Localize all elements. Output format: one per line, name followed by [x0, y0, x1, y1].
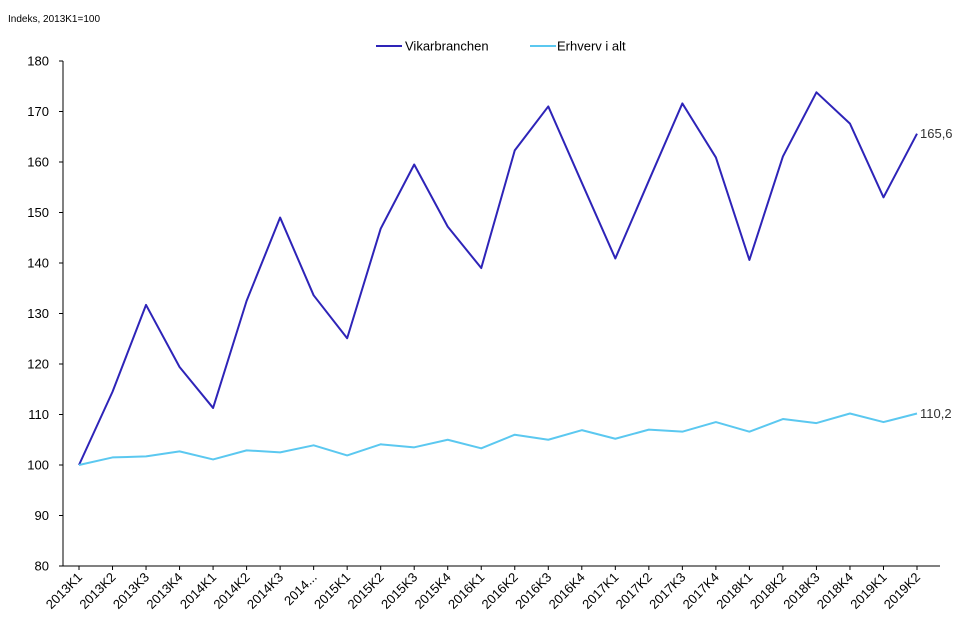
- x-tick-label: 2015K3: [378, 570, 420, 612]
- x-tick-label: 2014K3: [244, 570, 286, 612]
- end-value-label: 110,2: [920, 406, 952, 421]
- x-tick-label: 2013K4: [143, 570, 185, 612]
- x-tick-label: 2015K2: [344, 570, 386, 612]
- y-tick-label: 80: [35, 559, 49, 574]
- y-tick-label: 160: [27, 155, 49, 170]
- x-tick-label: 2013K1: [43, 570, 85, 612]
- y-tick-label: 140: [27, 256, 49, 271]
- x-tick-label: 2019K1: [847, 570, 889, 612]
- x-tick-label: 2018K1: [713, 570, 755, 612]
- x-tick-label: 2017K1: [579, 570, 621, 612]
- y-tick-label: 150: [27, 205, 49, 220]
- x-tick-label: 2016K4: [546, 570, 588, 612]
- x-tick-label: 2018K2: [747, 570, 789, 612]
- x-tick-label: 2013K2: [76, 570, 118, 612]
- y-tick-label: 120: [27, 357, 49, 372]
- x-tick-label: 2018K4: [814, 570, 856, 612]
- y-tick-label: 90: [35, 508, 49, 523]
- x-tick-label: 2013K3: [110, 570, 152, 612]
- y-axis-ticks: 80 90 100 110 120 130 140 150 160 170 180: [27, 54, 63, 574]
- x-tick-label: 2017K3: [646, 570, 688, 612]
- y-tick-label: 170: [27, 104, 49, 119]
- legend-label-erhverv-i-alt: Erhverv i alt: [557, 39, 626, 54]
- x-tick-label: 2015K4: [412, 570, 454, 612]
- x-tick-label: 2018K3: [780, 570, 822, 612]
- y-axis-title: Indeks, 2013K1=100: [8, 14, 100, 25]
- x-tick-label: 2016K1: [445, 570, 487, 612]
- x-tick-label: 2017K2: [613, 570, 655, 612]
- x-tick-label: 2016K3: [512, 570, 554, 612]
- y-tick-label: 110: [28, 407, 49, 422]
- end-labels: 165,6 110,2: [920, 126, 953, 421]
- end-value-label: 165,6: [920, 126, 953, 141]
- y-tick-label: 180: [27, 54, 49, 69]
- x-tick-label: 2017K4: [680, 570, 722, 612]
- y-tick-label: 100: [27, 458, 49, 473]
- x-tick-label: 2014K2: [210, 570, 252, 612]
- series-line-vikarbranchen: [78, 91, 918, 466]
- legend: Vikarbranchen Erhverv i alt: [376, 39, 626, 54]
- x-axis-ticks: 2013K12013K22013K32013K42014K12014K22014…: [43, 566, 923, 612]
- x-tick-label: 2016K2: [479, 570, 521, 612]
- legend-label-vikarbranchen: Vikarbranchen: [405, 39, 489, 54]
- series-group: [78, 91, 918, 466]
- x-tick-label: 2014K1: [177, 570, 219, 612]
- series-line-erhverv-i-alt: [78, 412, 918, 466]
- y-tick-label: 130: [27, 306, 49, 321]
- x-tick-label: 2015K1: [311, 570, 353, 612]
- axes: [62, 61, 940, 567]
- x-tick-label: 2019K2: [881, 570, 923, 612]
